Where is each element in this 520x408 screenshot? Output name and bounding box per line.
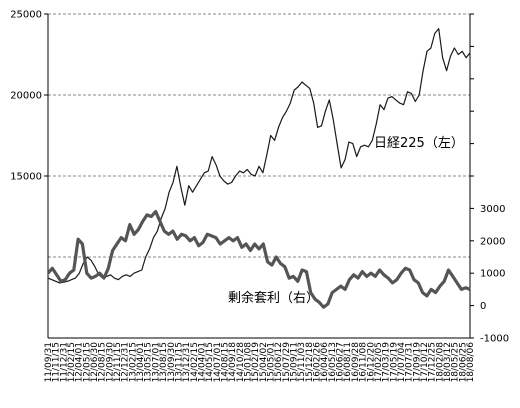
x-tick-label: 15/01/08 [243, 342, 253, 383]
x-tick-label: 14/05/15 [205, 342, 215, 382]
axes: 25000 20000 15000 3000 2000 1000 0 -1000 11/09/3… [10, 10, 509, 383]
x-tick-label: 15/05/01 [267, 342, 277, 382]
x-tick-label: 11/09/31 [44, 342, 54, 382]
x-tick-label: 14/08/15 [220, 342, 230, 382]
x-tick-label: 16/09/28 [351, 342, 361, 383]
x-tick-label: 11/11/15 [52, 342, 62, 382]
x-tick-label: 12/08/15 [98, 342, 108, 382]
x-tick-label: 12/05/15 [82, 342, 92, 382]
right-tick-label: 0 [480, 301, 486, 312]
x-tick-label: 17/10/12 [420, 342, 430, 382]
left-tick-label: 20000 [10, 91, 42, 102]
x-tick-label: 15/02/19 [251, 342, 261, 383]
x-tick-label: 12/09/30 [105, 342, 115, 383]
x-tick-label: 13/09/30 [167, 342, 177, 383]
x-tick-label: 14/09/18 [228, 342, 238, 383]
x-tick-label: 13/05/15 [144, 342, 154, 382]
x-tick-label: 13/12/31 [182, 342, 192, 382]
x-tick-label: 15/04/02 [259, 342, 269, 382]
x-tick-label: 16/08/11 [343, 342, 353, 382]
x-tick-label: 17/07/31 [405, 342, 415, 382]
x-tick-label: 12/02/15 [67, 342, 77, 382]
x-tick-label: 18/05/25 [451, 342, 461, 382]
x-tick-label: 18/08/06 [466, 342, 476, 383]
nikkei-series-line [47, 28, 471, 284]
right-tick-label: 2000 [480, 236, 505, 247]
x-tick-label: 14/10/28 [236, 342, 246, 383]
x-tick-label: 13/11/15 [174, 342, 184, 382]
x-tick-label: 12/12/31 [121, 342, 131, 382]
x-tick-label: 12/11/15 [113, 342, 123, 382]
x-tick-label: 16/12/20 [366, 342, 376, 383]
right-tick-label: 1000 [480, 269, 505, 280]
left-tick-label: 15000 [10, 172, 42, 183]
x-tick-label: 13/08/15 [159, 342, 169, 382]
x-tick-label: 13/07/01 [151, 342, 161, 382]
x-tick-label: 15/07/29 [282, 342, 292, 383]
left-tick-label: 25000 [10, 10, 42, 21]
x-tick-label: 15/11/03 [297, 342, 307, 382]
x-tick-label: 15/12/18 [305, 342, 315, 383]
x-tick-label: 12/04/01 [75, 342, 85, 382]
labels: 日経225（左） 剰余套利（右） [228, 136, 464, 306]
x-tick-label: 16/04/06 [320, 342, 330, 383]
right-tick-label: 3000 [480, 204, 505, 215]
x-tick-label: 14/02/15 [190, 342, 200, 382]
x-tick-label: 18/02/08 [435, 342, 445, 383]
grid [48, 13, 470, 258]
x-tick-label: 16/05/13 [328, 342, 338, 382]
x-tick-label: 17/03/19 [382, 342, 392, 383]
x-tick-label: 15/06/12 [274, 342, 284, 382]
x-tick-label: 18/06/25 [458, 342, 468, 382]
series [46, 28, 471, 309]
x-tick-label: 13/02/15 [128, 342, 138, 382]
x-tick-label: 18/03/12 [443, 342, 453, 382]
x-tick-label: 12/06/30 [90, 342, 100, 383]
x-tick-label: 14/07/01 [213, 342, 223, 382]
x-tick-label: 16/06/27 [336, 342, 346, 382]
x-tick-label: 14/04/01 [197, 342, 207, 382]
x-tick-label: 11/12/31 [59, 342, 69, 382]
x-tick-label: 17/12/25 [428, 342, 438, 382]
x-tick-label: 17/09/19 [412, 342, 422, 383]
right-tick-label: -1000 [480, 334, 509, 345]
x-tick-label: 13/04/01 [136, 342, 146, 382]
nikkei-series-label: 日経225（左） [374, 136, 464, 151]
x-tick-label: 17/07/04 [397, 342, 407, 383]
x-tick-label: 16/02/26 [313, 342, 323, 383]
arbitrage-series-label: 剰余套利（右） [228, 290, 319, 306]
x-tick-label: 15/09/11 [290, 342, 300, 382]
arbitrage-series-line [46, 210, 471, 309]
x-tick-label: 16/11/08 [359, 342, 369, 383]
x-tick-label: 17/05/19 [389, 342, 399, 383]
x-tick-label: 17/02/05 [374, 342, 384, 382]
